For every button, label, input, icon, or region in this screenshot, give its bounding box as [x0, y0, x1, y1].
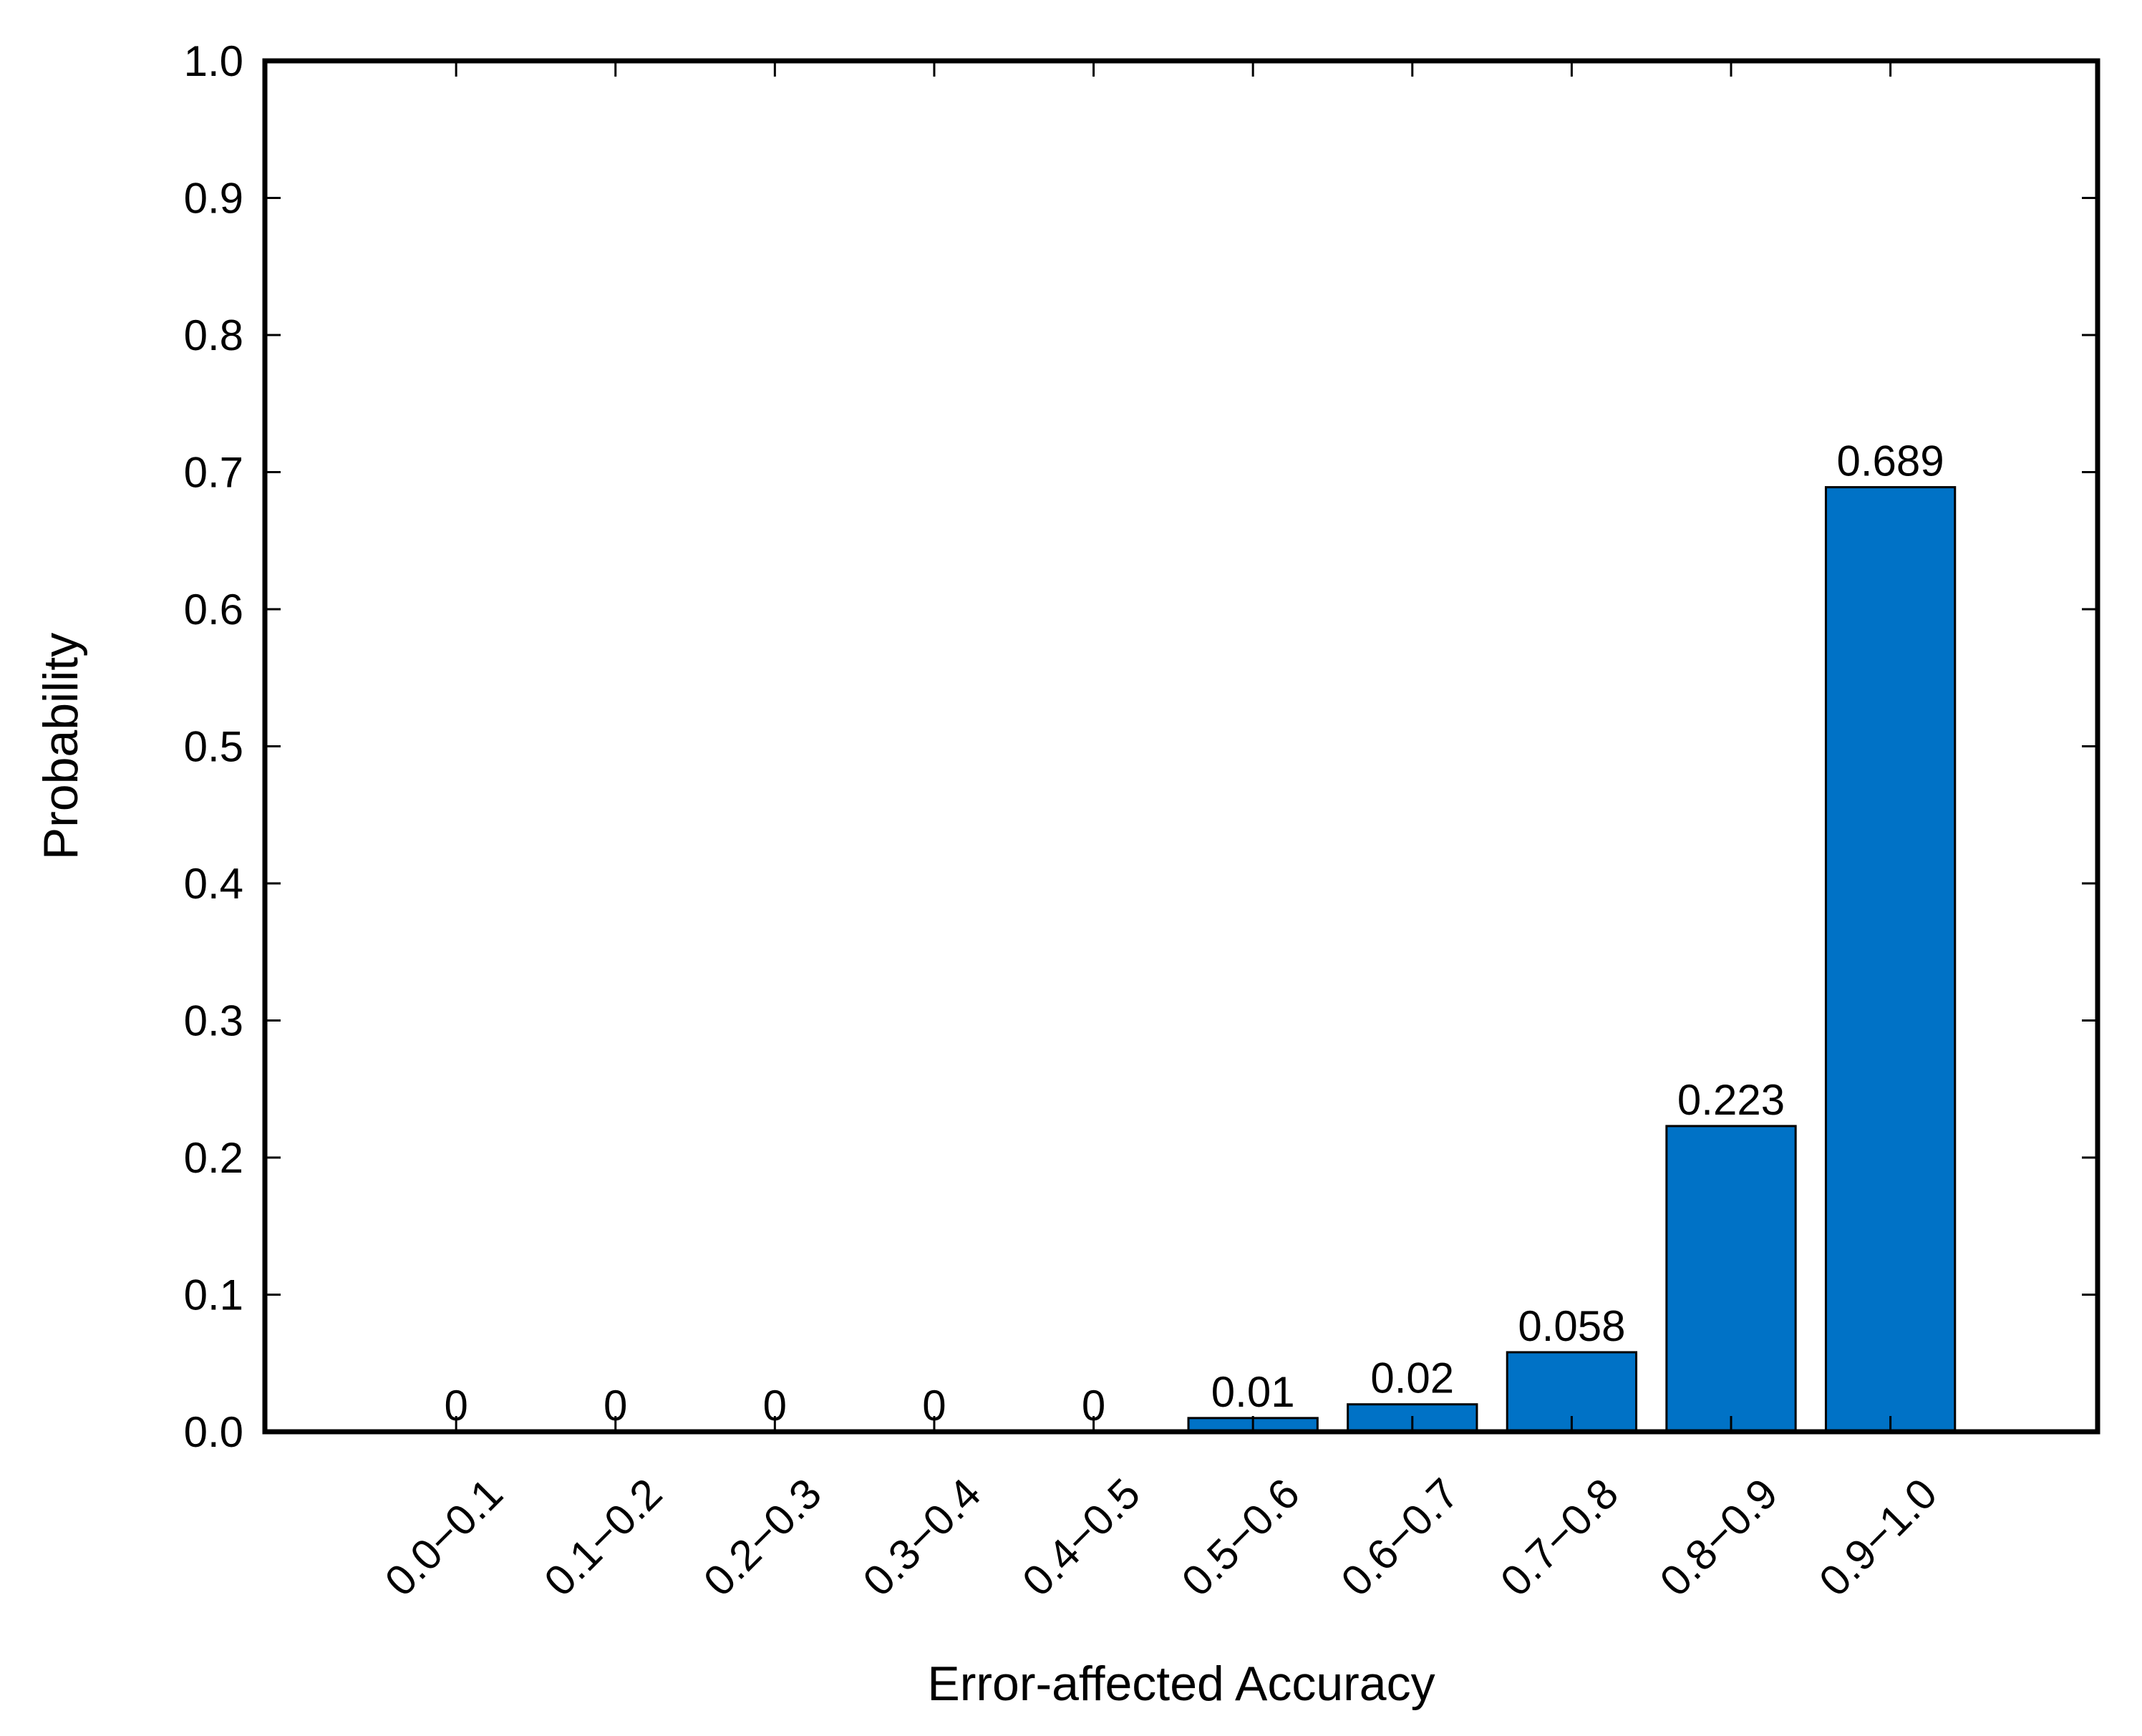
y-tick-label: 1.0	[184, 37, 243, 85]
bar	[1665, 1125, 1797, 1433]
ticks-group	[265, 59, 2098, 1433]
bar	[1824, 486, 1957, 1433]
x-tick-label: 0.8−0.9	[1651, 1469, 1787, 1605]
y-tick-label: 0.5	[184, 723, 243, 771]
bar-value-label: 0.058	[1518, 1302, 1625, 1350]
y-tick-label: 0.9	[184, 175, 243, 223]
x-tick-label: 0.1−0.2	[535, 1469, 671, 1605]
y-tick-label: 0.7	[184, 449, 243, 497]
y-tick-label: 0.3	[184, 997, 243, 1045]
x-tick-label: 0.3−0.4	[854, 1469, 990, 1605]
x-tick-label: 0.4−0.5	[1013, 1469, 1149, 1605]
x-tick-label: 0.7−0.8	[1491, 1469, 1627, 1605]
bar-value-label: 0.02	[1370, 1354, 1454, 1402]
y-tick-label: 0.6	[184, 586, 243, 634]
y-tick-label: 0.2	[184, 1134, 243, 1182]
bar-value-labels: 0 0 0 0 0 0.01 0.02 0.058 0.223 0.689	[444, 437, 1944, 1430]
bar-value-label: 0.01	[1211, 1368, 1295, 1416]
bar-value-label: 0.689	[1837, 437, 1944, 485]
bar-value-label: 0	[444, 1382, 467, 1430]
bar-value-label: 0	[922, 1382, 946, 1430]
y-tick-label: 0.1	[184, 1271, 243, 1319]
x-axis-label: Error-affected Accuracy	[927, 1657, 1435, 1711]
x-tick-label: 0.9−1.0	[1810, 1469, 1946, 1605]
x-tick-label: 0.2−0.3	[694, 1469, 830, 1605]
bar-value-label: 0	[1082, 1382, 1105, 1430]
y-tick-label: 0.0	[184, 1408, 243, 1456]
bar-value-label: 0	[604, 1382, 627, 1430]
y-tick-label: 0.4	[184, 860, 243, 908]
bars-group	[1187, 486, 1957, 1433]
x-tick-label: 0.5−0.6	[1173, 1469, 1309, 1605]
y-tick-label: 0.8	[184, 311, 243, 359]
x-tick-labels: 0.0−0.1 0.1−0.2 0.2−0.3 0.3−0.4 0.4−0.5 0.5−0…	[376, 1469, 1947, 1605]
x-tick-label: 0.6−0.7	[1332, 1469, 1468, 1605]
bar-value-label: 0	[763, 1382, 787, 1430]
x-tick-label: 0.0−0.1	[376, 1469, 512, 1605]
bar-value-label: 0.223	[1677, 1076, 1785, 1124]
plot-area-frame	[262, 58, 2100, 1435]
y-tick-labels: 0.0 0.1 0.2 0.3 0.4 0.5 0.6 0.7 0.8 0.9 1.0	[184, 37, 243, 1456]
y-axis-label: Probability	[34, 633, 88, 860]
